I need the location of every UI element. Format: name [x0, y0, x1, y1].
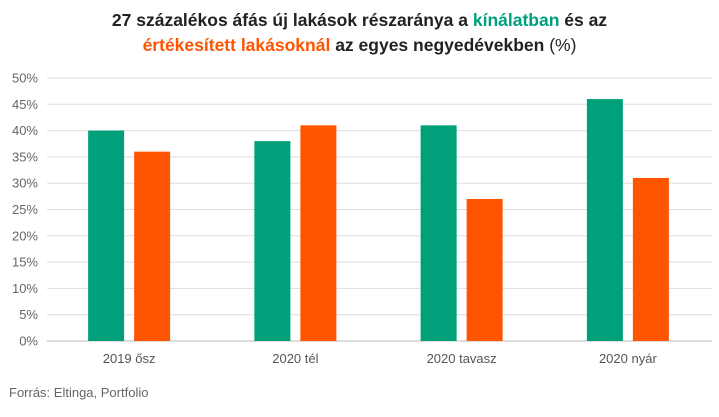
title-text: és az: [559, 10, 608, 30]
title-highlight-supply: kínálatban: [472, 10, 560, 30]
chart-title-line-2: értékesített lakásoknál az egyes negyedé…: [0, 33, 719, 58]
x-axis-labels: 2019 ősz 2020 tél 2020 tavasz 2020 nyár: [103, 351, 658, 366]
y-tick-label: 25%: [12, 202, 38, 217]
y-axis-ticks: 0% 5% 10% 15% 20% 25% 30% 35% 40% 45% 50%: [12, 71, 38, 349]
chart-title: 27 százalékos áfás új lakások részaránya…: [0, 8, 719, 58]
y-tick-label: 5%: [19, 307, 38, 322]
bar-sold: [466, 198, 503, 341]
bar-sold: [134, 151, 171, 341]
x-tick-label: 2020 nyár: [599, 351, 657, 366]
bar-supply: [254, 141, 291, 341]
y-tick-label: 30%: [12, 176, 38, 191]
y-tick-label: 50%: [12, 71, 38, 86]
source-note: Forrás: Eltinga, Portfolio: [9, 385, 149, 400]
y-tick-label: 35%: [12, 149, 38, 164]
title-text: 27 százalékos áfás új lakások részaránya…: [111, 10, 473, 30]
bar-supply: [88, 130, 125, 341]
x-tick-label: 2020 tél: [272, 351, 318, 366]
title-highlight-sold: értékesített lakásoknál: [142, 35, 331, 55]
bar-supply: [586, 99, 623, 341]
title-unit: (%): [549, 35, 577, 55]
bar-sold: [300, 125, 337, 341]
y-tick-label: 40%: [12, 123, 38, 138]
y-tick-label: 20%: [12, 228, 38, 243]
y-tick-label: 15%: [12, 255, 38, 270]
chart-title-line-1: 27 százalékos áfás új lakások részaránya…: [0, 8, 719, 33]
y-tick-label: 45%: [12, 97, 38, 112]
bar-sold: [632, 177, 669, 341]
title-text: az egyes negyedévekben: [330, 35, 550, 55]
bar-supply: [420, 125, 457, 341]
y-tick-label: 10%: [12, 281, 38, 296]
y-tick-label: 0%: [19, 334, 38, 349]
x-tick-label: 2020 tavasz: [427, 351, 497, 366]
bars: [88, 99, 669, 341]
bar-chart: 0% 5% 10% 15% 20% 25% 30% 35% 40% 45% 50% 2019 ősz…: [12, 71, 712, 366]
x-tick-label: 2019 ősz: [103, 351, 156, 366]
